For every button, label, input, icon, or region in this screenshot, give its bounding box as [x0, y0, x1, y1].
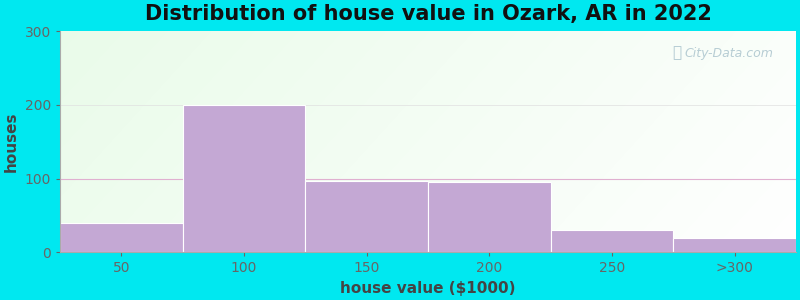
Text: ⌖: ⌖	[673, 46, 682, 61]
Bar	[306, 181, 428, 252]
Bar	[674, 238, 796, 252]
Y-axis label: houses: houses	[4, 112, 19, 172]
Title: Distribution of house value in Ozark, AR in 2022: Distribution of house value in Ozark, AR…	[145, 4, 711, 24]
Bar	[550, 230, 674, 252]
X-axis label: house value ($1000): house value ($1000)	[340, 281, 516, 296]
Text: City-Data.com: City-Data.com	[685, 47, 774, 60]
Bar	[182, 105, 306, 252]
Bar	[428, 182, 550, 252]
Bar	[60, 223, 182, 252]
